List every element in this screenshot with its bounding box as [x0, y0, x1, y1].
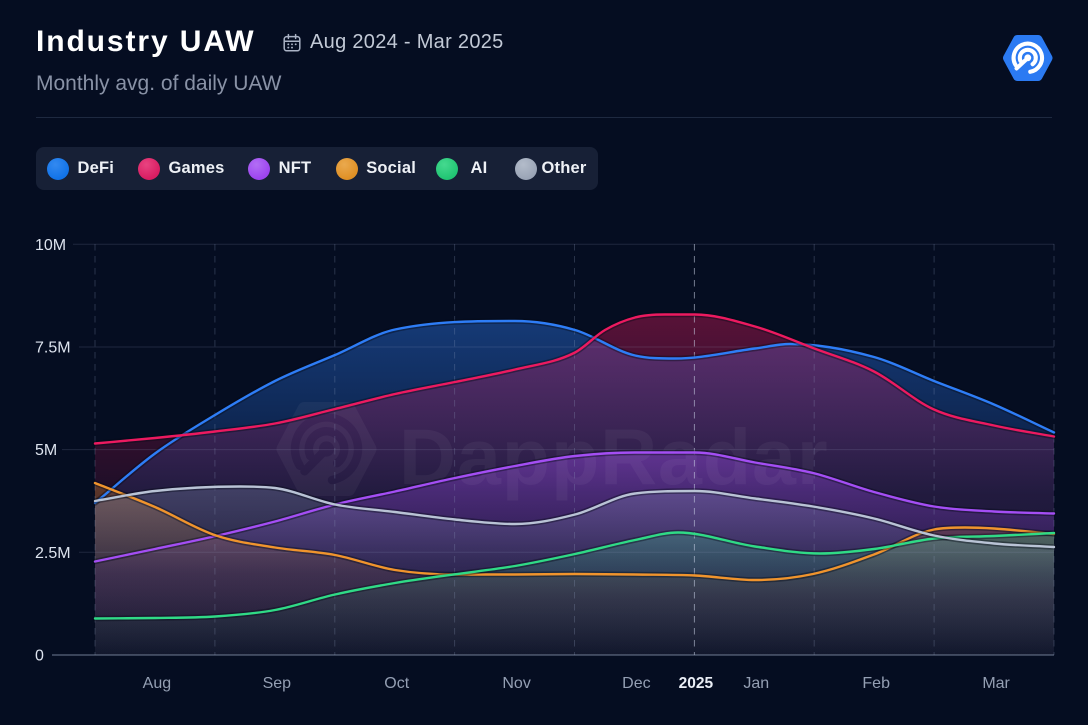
svg-text:Aug: Aug: [143, 675, 171, 692]
svg-text:Nov: Nov: [502, 675, 530, 692]
svg-text:Oct: Oct: [384, 675, 409, 692]
svg-text:10M: 10M: [35, 237, 66, 254]
svg-text:2025: 2025: [679, 675, 714, 692]
svg-text:7.5M: 7.5M: [35, 340, 71, 357]
svg-text:2.5M: 2.5M: [35, 545, 71, 562]
svg-text:Mar: Mar: [982, 675, 1010, 692]
svg-text:0: 0: [35, 648, 44, 665]
svg-text:Jan: Jan: [743, 675, 769, 692]
svg-text:Sep: Sep: [263, 675, 292, 692]
svg-text:Dec: Dec: [622, 675, 650, 692]
svg-text:5M: 5M: [35, 442, 57, 459]
svg-text:DappRadar: DappRadar: [399, 412, 829, 501]
svg-text:Feb: Feb: [862, 675, 890, 692]
